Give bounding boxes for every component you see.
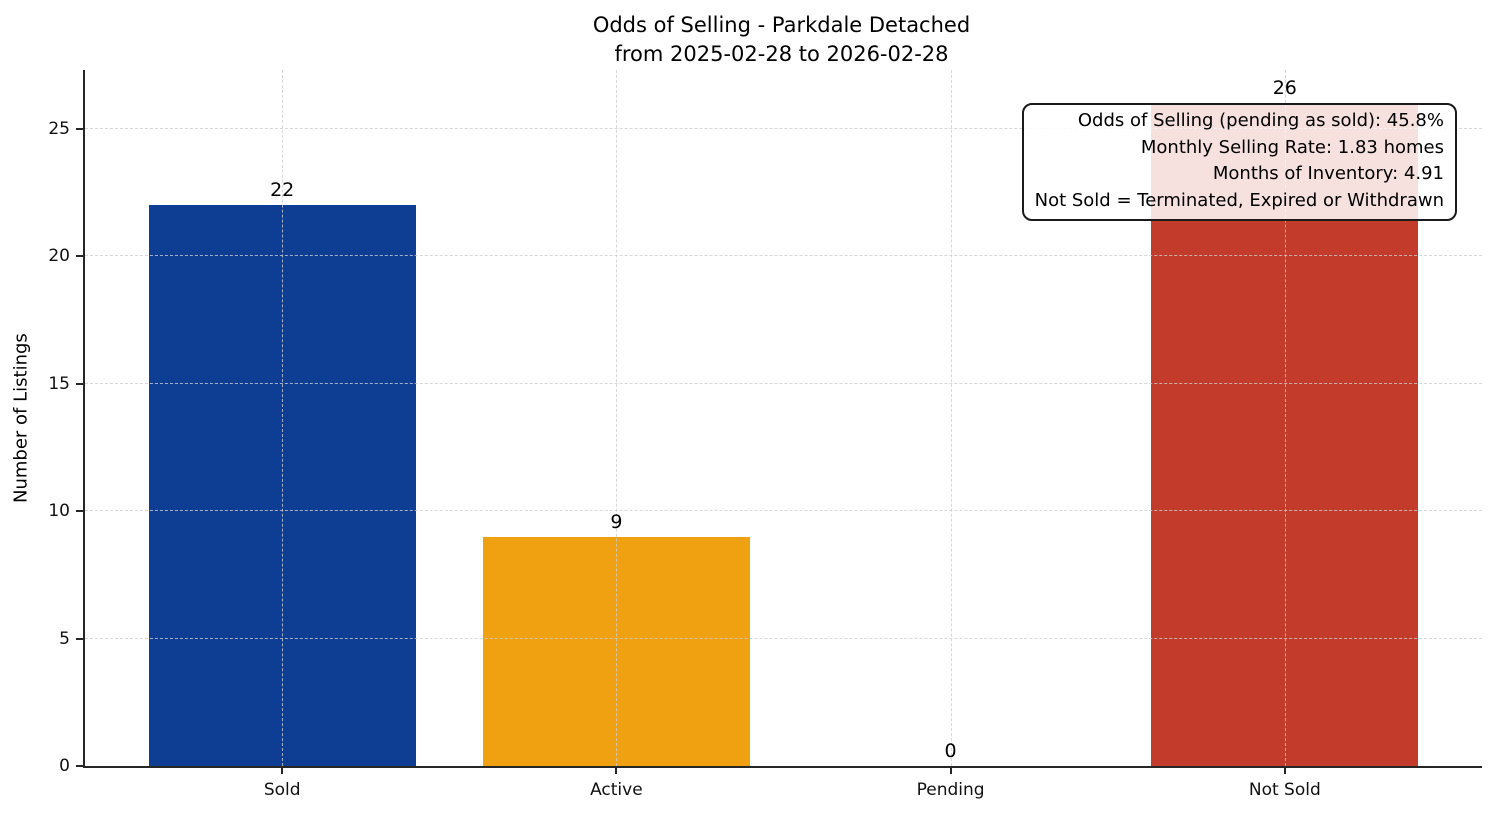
gridline-vertical-active xyxy=(616,70,618,766)
annotation-box: Odds of Selling (pending as sold): 45.8%… xyxy=(1021,103,1457,221)
gridline-horizontal-25 xyxy=(85,127,1482,129)
gridline-horizontal-10 xyxy=(85,510,1482,512)
chart-title: Odds of Selling - Parkdale Detached xyxy=(592,13,971,37)
y-tick-mark-5 xyxy=(76,637,85,640)
annotation-line-notsold-definition: Not Sold = Terminated, Expired or Withdr… xyxy=(1034,189,1444,211)
chart-title-block: Odds of Selling - Parkdale Detached from… xyxy=(83,11,1480,69)
gridline-horizontal-20 xyxy=(85,255,1482,257)
x-tick-mark-active xyxy=(615,766,618,774)
annotation-line-odds: Odds of Selling (pending as sold): 45.8% xyxy=(1077,110,1444,131)
x-tick-mark-pending xyxy=(949,766,952,774)
x-tick-label-active: Active xyxy=(590,780,643,800)
gridline-vertical-sold xyxy=(282,70,284,766)
y-tick-mark-0 xyxy=(76,765,85,767)
bar-value-label-not-sold: 26 xyxy=(1272,77,1297,100)
x-tick-mark-sold xyxy=(281,766,284,774)
annotation-line-inventory: Months of Inventory: 4.91 xyxy=(1212,163,1444,184)
bar-value-label-sold: 22 xyxy=(270,179,295,202)
y-tick-mark-20 xyxy=(76,255,85,258)
y-tick-label-20: 20 xyxy=(48,246,70,267)
y-tick-label-15: 15 xyxy=(48,373,70,394)
x-tick-label-sold: Sold xyxy=(263,780,301,800)
annotation-line-rate: Monthly Selling Rate: 1.83 homes xyxy=(1140,136,1444,158)
gridline-horizontal-15 xyxy=(85,382,1482,384)
bar-value-label-pending: 0 xyxy=(944,740,957,762)
x-tick-mark-not-sold xyxy=(1283,766,1286,774)
gridline-vertical-pending xyxy=(950,70,952,766)
y-tick-label-10: 10 xyxy=(48,501,70,522)
gridline-vertical-not-sold xyxy=(1284,70,1286,766)
chart-subtitle: from 2025-02-28 to 2026-02-28 xyxy=(614,42,949,66)
y-tick-label-5: 5 xyxy=(59,628,70,649)
y-axis-label: Number of Listings xyxy=(10,333,32,503)
y-tick-label-25: 25 xyxy=(48,118,70,139)
y-tick-mark-25 xyxy=(76,127,85,130)
y-tick-mark-15 xyxy=(76,382,85,385)
gridline-horizontal-5 xyxy=(85,637,1482,639)
y-tick-mark-10 xyxy=(76,510,85,513)
bar-value-label-active: 9 xyxy=(610,510,623,533)
bar-active xyxy=(482,536,751,766)
x-tick-label-pending: Pending xyxy=(916,780,985,800)
y-tick-label-0: 0 xyxy=(59,756,70,776)
x-tick-label-not-sold: Not Sold xyxy=(1248,780,1321,800)
